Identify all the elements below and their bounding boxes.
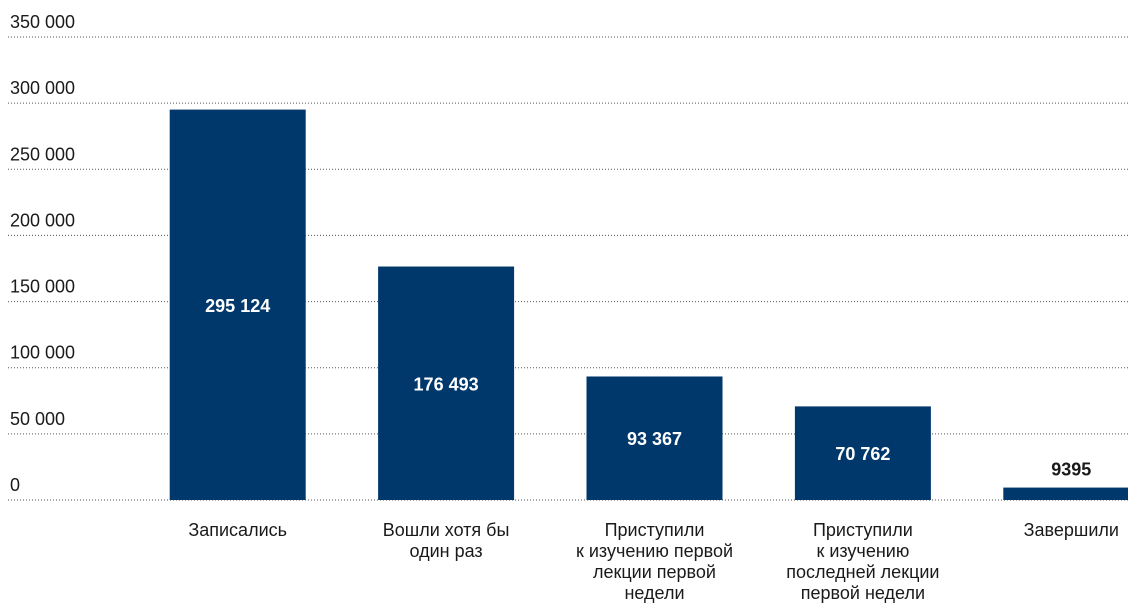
y-tick-label: 50 000 — [10, 409, 65, 429]
y-tick-label: 150 000 — [10, 277, 75, 297]
bar — [378, 266, 515, 500]
value-label: 93 367 — [627, 429, 682, 449]
y-tick-label: 100 000 — [10, 343, 75, 363]
value-label: 176 493 — [414, 374, 479, 394]
y-tick-label: 250 000 — [10, 144, 75, 164]
x-tick-label: Вошли хотя бы один раз — [383, 520, 510, 561]
value-label: 9395 — [1051, 460, 1091, 480]
value-label: 70 762 — [835, 444, 890, 464]
y-tick-label: 300 000 — [10, 78, 75, 98]
bar — [169, 109, 306, 500]
y-tick-label: 350 000 — [10, 12, 75, 32]
x-tick-label: Завершили — [1024, 520, 1119, 540]
y-tick-label: 200 000 — [10, 210, 75, 230]
bar — [1003, 487, 1128, 500]
bar — [794, 406, 931, 500]
x-tick-label: Записались — [188, 520, 287, 540]
x-tick-label: Приступили к изучению последней лекции перв… — [786, 520, 939, 603]
bar — [586, 376, 723, 500]
value-label: 295 124 — [205, 296, 270, 316]
x-tick-label: Приступили к изучению первой лекции первой… — [576, 520, 733, 603]
y-tick-label: 0 — [10, 475, 20, 495]
